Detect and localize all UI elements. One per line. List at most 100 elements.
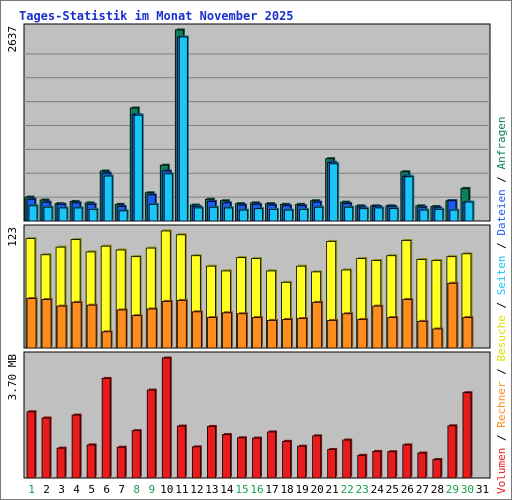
day-label-12: 12 [190, 483, 203, 496]
bar-rechner-day-12 [191, 311, 202, 349]
day-label-11: 11 [175, 483, 188, 496]
legend-separator: / [495, 428, 508, 448]
day-label-19: 19 [295, 483, 308, 496]
bar-rechner-day-21 [327, 320, 338, 349]
bar-volumen-day-4 [71, 414, 81, 479]
bar-volumen-day-28 [432, 459, 442, 479]
bar-seiten-day-15 [239, 209, 248, 222]
bar-rechner-day-24 [372, 305, 383, 349]
bar-seiten-day-11 [178, 36, 188, 222]
chart-legend: Volumen / Rechner / Besuche / Seiten / D… [495, 116, 508, 494]
bar-volumen-day-10 [161, 357, 171, 479]
bar-seiten-day-24 [374, 207, 384, 222]
day-label-4: 4 [73, 483, 80, 496]
bar-rechner-day-22 [342, 313, 353, 349]
bar-volumen-day-23 [357, 454, 367, 479]
day-label-29: 29 [446, 483, 459, 496]
bar-seiten-day-25 [389, 208, 399, 222]
bar-rechner-day-23 [357, 319, 368, 349]
day-label-2: 2 [43, 483, 50, 496]
bar-volumen-day-14 [222, 434, 231, 479]
day-label-21: 21 [326, 483, 339, 496]
day-label-6: 6 [103, 483, 110, 496]
bar-rechner-day-17 [267, 320, 277, 349]
bar-seiten-day-12 [193, 207, 203, 222]
bar-volumen-day-11 [176, 425, 186, 479]
bar-volumen-day-5 [86, 444, 96, 479]
bar-rechner-day-6 [101, 331, 112, 349]
legend-separator: / [495, 362, 508, 382]
bar-seiten-day-26 [404, 176, 414, 222]
bar-volumen-day-12 [191, 446, 201, 479]
bar-volumen-day-20 [312, 435, 322, 479]
day-label-18: 18 [280, 483, 293, 496]
day-label-23: 23 [356, 483, 369, 496]
day-label-17: 17 [265, 483, 278, 496]
bar-seiten-day-3 [58, 207, 68, 222]
legend-item-anfragen: Anfragen [495, 116, 508, 169]
bar-volumen-day-6 [101, 378, 111, 479]
bar-rechner-day-28 [432, 328, 443, 349]
bar-volumen-day-30 [462, 392, 472, 479]
bar-seiten-day-29 [449, 209, 459, 222]
bar-seiten-day-20 [314, 206, 324, 222]
bar-seiten-day-5 [88, 209, 98, 222]
bar-rechner-day-26 [402, 299, 413, 349]
day-label-8: 8 [133, 483, 140, 496]
bar-rechner-day-8 [131, 315, 142, 349]
bar-volumen-day-22 [342, 439, 352, 479]
bar-rechner-day-5 [86, 304, 97, 349]
bar-rechner-day-9 [146, 308, 157, 349]
bar-rechner-day-4 [71, 301, 82, 349]
bar-volumen-day-7 [116, 446, 126, 479]
bar-rechner-day-3 [56, 305, 67, 349]
bar-volumen-day-29 [447, 425, 457, 479]
bar-rechner-day-1 [26, 298, 37, 349]
bar-volumen-day-9 [146, 389, 156, 479]
panel-max-label: 2637 [6, 26, 19, 53]
chart-title: Tages-Statistik im Monat November 2025 [19, 9, 294, 23]
day-label-15: 15 [235, 483, 248, 496]
day-label-24: 24 [371, 483, 385, 496]
bar-seiten-day-21 [329, 163, 339, 222]
bar-seiten-day-28 [434, 209, 444, 222]
bar-seiten-day-18 [284, 209, 293, 222]
bar-rechner-day-29 [447, 282, 458, 349]
bar-seiten-day-22 [344, 206, 354, 222]
x-axis-day-labels: 1 2 3 4 5 6 7 8 9 10 11 12 13 14 15 16 17 18 19 20 21 22 23 24 2… [28, 483, 489, 496]
bar-seiten-day-9 [148, 203, 158, 222]
day-label-31: 31 [476, 483, 489, 496]
day-label-7: 7 [118, 483, 125, 496]
bar-rechner-day-14 [222, 312, 232, 349]
day-label-3: 3 [58, 483, 65, 496]
bar-seiten-day-16 [254, 208, 263, 222]
day-label-14: 14 [220, 483, 234, 496]
bar-rechner-day-10 [161, 300, 172, 349]
bar-seiten-day-4 [73, 207, 83, 222]
bar-volumen-day-8 [131, 430, 141, 479]
day-label-26: 26 [401, 483, 414, 496]
bar-rechner-day-18 [282, 319, 292, 349]
bar-rechner-day-19 [297, 318, 307, 349]
bar-rechner-day-30 [462, 317, 473, 349]
bar-volumen-day-25 [387, 451, 397, 479]
bar-volumen-day-3 [56, 447, 66, 479]
bar-seiten-day-30 [464, 201, 474, 222]
bar-volumen-day-17 [267, 431, 276, 479]
panel-anfragen: 2637 [6, 23, 491, 222]
legend-item-rechner: Rechner [495, 381, 508, 428]
bar-rechner-day-7 [116, 309, 127, 349]
day-label-22: 22 [341, 483, 354, 496]
bar-rechner-day-27 [417, 320, 428, 349]
bar-rechner-day-25 [387, 317, 398, 349]
bar-seiten-day-27 [419, 209, 429, 222]
bar-rechner-day-20 [312, 301, 323, 349]
panel-besuche: 123 [6, 224, 491, 349]
day-label-1: 1 [28, 483, 35, 496]
day-label-10: 10 [160, 483, 173, 496]
bar-volumen-day-19 [297, 445, 306, 479]
bar-volumen-day-15 [237, 437, 246, 479]
bar-rechner-day-15 [237, 313, 247, 349]
bar-seiten-day-1 [28, 205, 38, 222]
legend-item-dateien: Dateien [495, 189, 508, 235]
